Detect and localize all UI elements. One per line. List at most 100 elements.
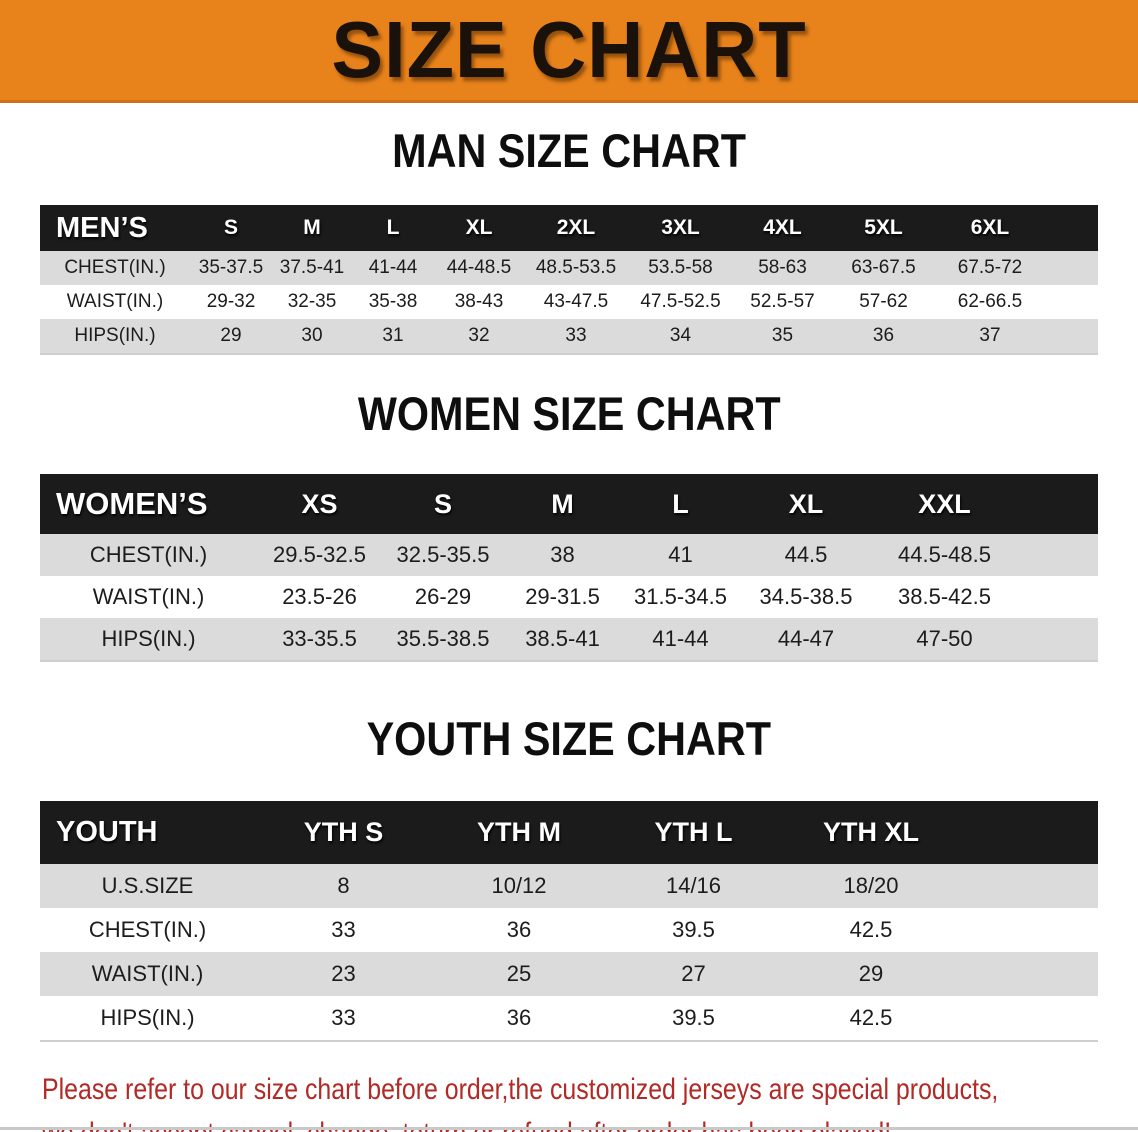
size-value-cell: 33: [331, 917, 356, 942]
size-value-cell: 44-47: [777, 626, 835, 651]
size-value-cell: 25: [506, 961, 532, 986]
size-value-cell: 42.5: [849, 917, 893, 942]
youth-table-header: YOUTH YTH S YTH M YTH L YTH XL: [40, 801, 1098, 864]
women-section-heading-text: WOMEN SIZE CHART: [357, 387, 781, 440]
size-value-cell: 38.5-42.5: [898, 584, 991, 609]
size-value-cell: 57-62: [859, 291, 908, 312]
size-value-cell: 8: [337, 873, 350, 898]
size-data-row: HIPS(IN.) 29 30 31 32 33 34 35 36 37: [40, 319, 1098, 354]
size-column-header: 2XL: [556, 216, 596, 239]
women-table-header: WOMEN’S XS S M L XL XXL: [40, 474, 1098, 534]
size-header-row: WOMEN’S XS S M L XL XXL: [40, 474, 1098, 534]
size-data-row: WAIST(IN.) 23.5-26 26-29 29-31.5 31.5-34.5 34…: [40, 576, 1098, 618]
size-value-cell: 44.5: [784, 542, 828, 567]
size-data-row: CHEST(IN.) 29.5-32.5 32.5-35.5 38 41 44.5 44.5…: [40, 534, 1098, 576]
size-value-cell: 53.5-58: [648, 257, 713, 278]
banner: SIZE CHART: [0, 0, 1138, 103]
size-column-header: 6XL: [970, 216, 1010, 239]
size-value-cell: 33: [331, 1005, 356, 1030]
size-value-cell: 30: [301, 325, 323, 346]
size-value-cell: 47.5-52.5: [640, 291, 721, 312]
men-section-heading: MAN SIZE CHART: [0, 127, 1138, 183]
filler-cell: [961, 952, 1098, 996]
disclaimer: Please refer to our size chart before or…: [42, 1068, 1138, 1132]
size-value-cell: 37.5-41: [279, 257, 345, 278]
filler-cell: [961, 908, 1098, 952]
filler-cell: [961, 801, 1098, 864]
size-value-cell: 29: [220, 325, 242, 346]
women-table-body: CHEST(IN.) 29.5-32.5 32.5-35.5 38 41 44.5 44.5…: [40, 534, 1098, 661]
size-value-cell: 43-47.5: [543, 291, 609, 312]
size-value-cell: 39.5: [672, 917, 715, 942]
size-value-cell: 47-50: [916, 626, 973, 651]
size-column-header: 5XL: [864, 216, 903, 239]
measure-row-label: CHEST(IN.): [88, 917, 207, 942]
size-value-cell: 39.5: [672, 1005, 715, 1030]
size-value-cell: 23.5-26: [282, 584, 357, 609]
youth-table-body: U.S.SIZE 8 10/12 14/16 18/20 CHEST(IN.) 33 36 39…: [40, 864, 1098, 1041]
size-data-row: WAIST(IN.) 23 25 27 29: [40, 952, 1098, 996]
size-column-header: 3XL: [661, 216, 700, 239]
size-value-cell: 36: [872, 325, 895, 346]
banner-title: SIZE CHART: [331, 5, 807, 94]
size-column-header: XS: [301, 488, 338, 519]
size-column-header: YTH S: [303, 817, 384, 847]
size-value-cell: 35.5-38.5: [396, 626, 490, 651]
filler-cell: [961, 864, 1098, 908]
size-value-cell: 58-63: [758, 257, 807, 278]
women-size-table: WOMEN’S XS S M L XL XXL CHEST(IN.) 29.5-32.5 32.…: [40, 474, 1098, 662]
size-value-cell: 44.5-48.5: [898, 542, 991, 567]
size-value-cell: 41: [668, 542, 693, 567]
filler-cell: [1045, 251, 1098, 285]
size-value-cell: 29-31.5: [525, 584, 600, 609]
size-column-header: YTH M: [477, 817, 561, 847]
size-value-cell: 38-43: [454, 291, 504, 312]
filler-cell: [961, 996, 1098, 1041]
size-value-cell: 18/20: [843, 873, 899, 898]
size-value-cell: 29: [858, 961, 884, 986]
women-section-heading: WOMEN SIZE CHART: [0, 387, 1138, 446]
size-value-cell: 32-35: [287, 291, 337, 312]
size-value-cell: 41-44: [652, 626, 709, 651]
youth-section-heading-text: YOUTH SIZE CHART: [366, 712, 772, 765]
size-data-row: CHEST(IN.) 33 36 39.5 42.5: [40, 908, 1098, 952]
filler-cell: [1017, 474, 1098, 534]
size-column-header: XL: [465, 216, 493, 239]
size-column-header: S: [223, 216, 238, 239]
size-value-cell: 48.5-53.5: [535, 257, 617, 278]
filler-cell: [1017, 534, 1098, 576]
size-column-header: S: [433, 488, 452, 519]
size-column-header: XXL: [918, 488, 971, 519]
men-table-body: CHEST(IN.) 35-37.5 37.5-41 41-44 44-48.5 48.5…: [40, 251, 1098, 354]
size-value-cell: 41-44: [368, 257, 418, 278]
size-value-cell: 33-35.5: [282, 626, 357, 651]
size-value-cell: 36: [506, 917, 532, 942]
size-data-row: WAIST(IN.) 29-32 32-35 35-38 38-43 43-47.5 47.…: [40, 285, 1098, 319]
size-value-cell: 52.5-57: [750, 291, 815, 312]
measure-row-label: U.S.SIZE: [101, 873, 194, 898]
size-data-row: CHEST(IN.) 35-37.5 37.5-41 41-44 44-48.5 48.5…: [40, 251, 1098, 285]
men-size-table: MEN’S S M L XL 2XL 3XL 4XL 5XL 6XL CHEST(IN.) 35-3…: [40, 205, 1098, 355]
youth-size-table: YOUTH YTH S YTH M YTH L YTH XL U.S.SIZE 8 10/1…: [40, 801, 1098, 1042]
filler-cell: [1017, 618, 1098, 661]
table-title-cell: WOMEN’S: [56, 486, 208, 521]
size-value-cell: 42.5: [849, 1005, 893, 1030]
size-data-row: U.S.SIZE 8 10/12 14/16 18/20: [40, 864, 1098, 908]
measure-row-label: HIPS(IN.): [74, 325, 156, 346]
table-title-cell: YOUTH: [56, 816, 158, 848]
filler-cell: [1017, 576, 1098, 618]
size-value-cell: 33: [565, 325, 587, 346]
size-value-cell: 14/16: [665, 873, 722, 898]
bottom-divider: [0, 1127, 1138, 1130]
size-value-cell: 27: [681, 961, 706, 986]
size-value-cell: 35-38: [368, 291, 418, 312]
measure-row-label: WAIST(IN.): [66, 291, 164, 312]
measure-row-label: HIPS(IN.): [100, 1005, 195, 1030]
size-data-row: HIPS(IN.) 33 36 39.5 42.5: [40, 996, 1098, 1041]
filler-cell: [1045, 319, 1098, 354]
size-value-cell: 29-32: [206, 291, 256, 312]
measure-row-label: HIPS(IN.): [101, 626, 196, 651]
size-column-header: M: [303, 216, 321, 239]
size-value-cell: 26-29: [414, 584, 472, 609]
